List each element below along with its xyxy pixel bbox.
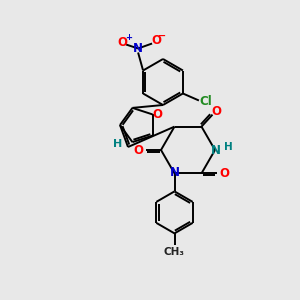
Text: O: O	[220, 167, 230, 180]
Text: Cl: Cl	[200, 95, 212, 108]
Text: H: H	[113, 139, 123, 149]
Text: O: O	[117, 36, 127, 49]
Text: O: O	[153, 108, 163, 121]
Text: N: N	[169, 166, 179, 179]
Text: H: H	[224, 142, 232, 152]
Text: O: O	[133, 143, 143, 157]
Text: O: O	[212, 105, 221, 118]
Text: −: −	[158, 31, 166, 40]
Text: O: O	[151, 34, 161, 47]
Text: N: N	[133, 42, 143, 55]
Text: N: N	[211, 143, 221, 157]
Text: +: +	[126, 33, 133, 42]
Text: CH₃: CH₃	[164, 248, 185, 257]
